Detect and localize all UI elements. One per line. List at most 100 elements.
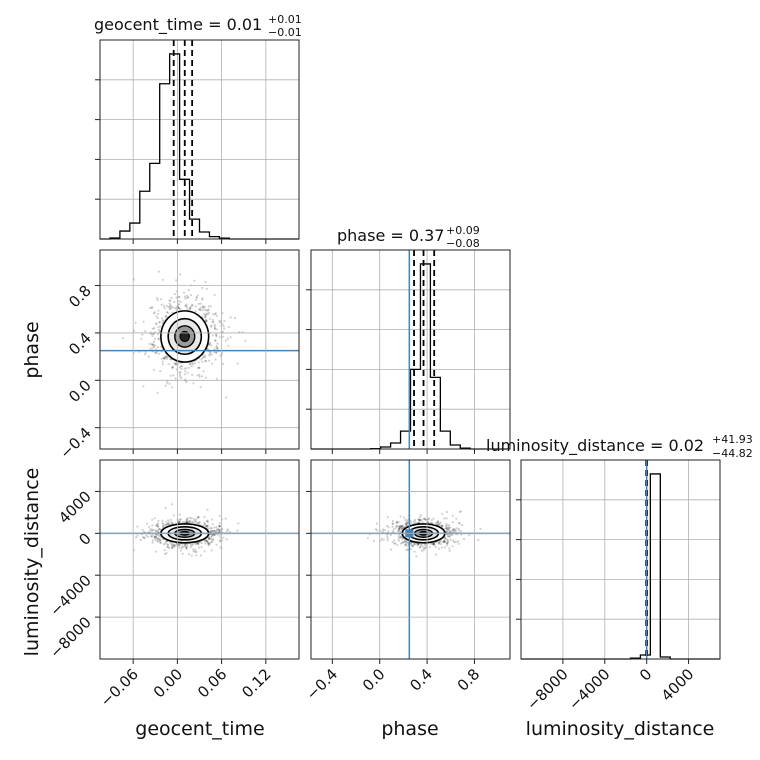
sample-point bbox=[205, 520, 208, 523]
sample-point bbox=[178, 296, 181, 299]
sample-point bbox=[147, 355, 150, 358]
sample-point bbox=[422, 549, 425, 552]
sample-point bbox=[461, 524, 464, 527]
sample-point bbox=[208, 353, 211, 356]
sample-point bbox=[171, 522, 174, 525]
sample-point bbox=[162, 524, 165, 528]
sample-point bbox=[148, 525, 151, 528]
sample-point bbox=[159, 538, 162, 541]
sample-point bbox=[200, 541, 203, 545]
panel-geocent_time-phase bbox=[100, 270, 299, 399]
sample-point bbox=[204, 354, 207, 357]
sample-point bbox=[222, 536, 225, 539]
sample-point bbox=[413, 542, 416, 546]
tick-label-phase: 0.8 bbox=[454, 665, 484, 695]
sample-point bbox=[218, 530, 221, 534]
sample-point bbox=[172, 365, 175, 368]
sample-point bbox=[202, 307, 205, 310]
panel-phase-luminosity_distance bbox=[311, 460, 510, 659]
sample-point bbox=[233, 317, 237, 320]
tick-label-phase: −0.4 bbox=[56, 424, 94, 462]
sample-point bbox=[424, 518, 427, 521]
sample-point bbox=[168, 541, 171, 544]
sample-point bbox=[446, 524, 449, 527]
sample-point bbox=[419, 519, 422, 522]
sample-point bbox=[173, 293, 176, 296]
sample-point bbox=[177, 295, 180, 298]
sample-point bbox=[156, 522, 160, 525]
sample-point bbox=[197, 543, 200, 546]
sample-point bbox=[443, 540, 447, 543]
sample-point bbox=[148, 306, 152, 310]
sample-point bbox=[209, 526, 212, 530]
sample-point bbox=[211, 334, 214, 337]
sample-point bbox=[421, 521, 424, 524]
sample-point bbox=[151, 327, 154, 330]
sample-point bbox=[382, 538, 385, 541]
sample-point bbox=[399, 524, 402, 527]
sample-point bbox=[445, 542, 448, 545]
sample-point bbox=[184, 544, 187, 547]
sample-point bbox=[200, 545, 203, 549]
sample-point bbox=[179, 273, 182, 276]
ylabel-phase: phase bbox=[21, 321, 43, 378]
sample-point bbox=[446, 542, 449, 545]
sample-point bbox=[159, 298, 163, 301]
sample-point bbox=[144, 330, 147, 333]
sample-point bbox=[420, 543, 423, 546]
sample-point bbox=[159, 536, 162, 539]
sample-point bbox=[198, 366, 201, 370]
sample-point bbox=[427, 521, 430, 524]
sample-point bbox=[218, 528, 221, 532]
sample-point bbox=[447, 529, 451, 532]
sample-point bbox=[185, 545, 188, 549]
sample-point bbox=[157, 534, 160, 537]
panel-frame bbox=[520, 459, 721, 660]
sample-point bbox=[397, 539, 400, 542]
sample-point bbox=[186, 306, 189, 309]
sample-point bbox=[399, 525, 402, 528]
sample-point bbox=[218, 524, 221, 528]
sample-point bbox=[153, 517, 156, 520]
sample-point bbox=[156, 296, 159, 300]
sample-point bbox=[397, 528, 400, 531]
sample-point bbox=[411, 544, 414, 548]
sample-point bbox=[438, 522, 441, 525]
sample-point bbox=[165, 355, 168, 358]
sample-point bbox=[151, 524, 154, 527]
sample-point bbox=[150, 332, 153, 336]
sample-point bbox=[457, 521, 460, 525]
sample-point bbox=[205, 359, 208, 363]
sample-point bbox=[237, 522, 240, 525]
sample-point bbox=[205, 539, 208, 543]
sample-point bbox=[156, 525, 159, 528]
sample-point bbox=[446, 535, 449, 538]
sample-point bbox=[178, 518, 182, 521]
sample-point bbox=[191, 303, 194, 306]
sample-point bbox=[449, 526, 452, 529]
sample-point bbox=[211, 529, 214, 533]
sample-point bbox=[158, 538, 161, 542]
sample-point bbox=[409, 542, 412, 545]
sample-point bbox=[174, 543, 177, 546]
sample-point bbox=[150, 342, 154, 345]
sample-point bbox=[163, 552, 166, 556]
sample-point bbox=[205, 287, 208, 290]
sample-point bbox=[165, 552, 168, 555]
sample-point bbox=[207, 543, 210, 546]
sample-point bbox=[206, 519, 209, 522]
sample-point bbox=[451, 521, 454, 524]
sample-point bbox=[167, 363, 170, 366]
sample-point bbox=[236, 362, 239, 365]
sample-point bbox=[392, 539, 396, 542]
sample-point bbox=[180, 376, 183, 379]
sample-point bbox=[404, 540, 407, 543]
sample-point bbox=[193, 362, 196, 365]
sample-point bbox=[444, 536, 447, 539]
sample-point bbox=[183, 295, 187, 298]
sample-point bbox=[405, 523, 408, 526]
sample-point bbox=[417, 543, 420, 546]
sample-point bbox=[458, 522, 461, 525]
sample-point bbox=[181, 552, 184, 555]
sample-point bbox=[410, 544, 413, 547]
